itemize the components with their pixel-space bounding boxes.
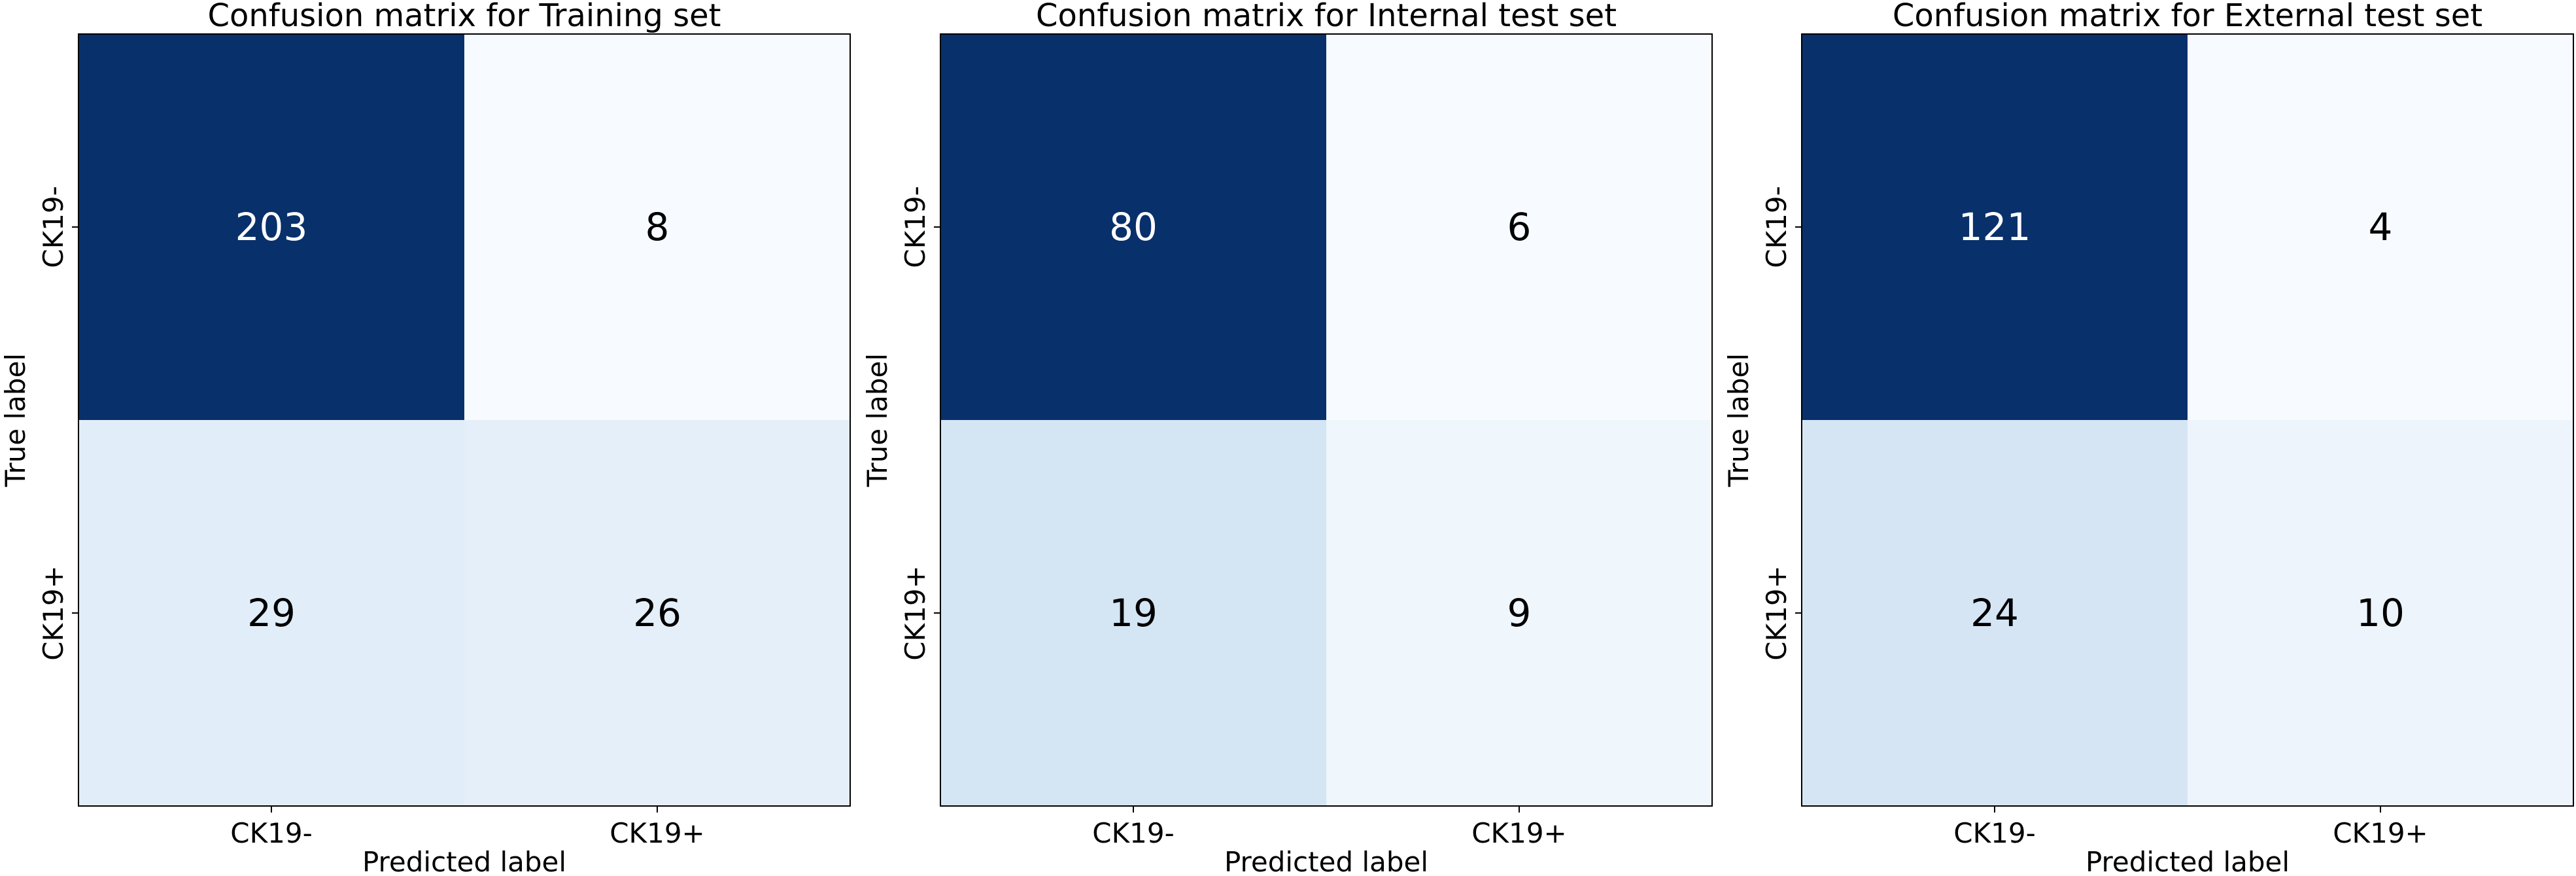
heatmap-cell <box>464 34 850 420</box>
heatmap-cell <box>464 420 850 806</box>
y-tick-label: CK19- <box>899 186 931 268</box>
cell-value-label: 9 <box>1507 591 1532 635</box>
heatmap-cell <box>78 420 464 806</box>
x-tick-label: CK19+ <box>610 817 705 849</box>
cell-value-label: 203 <box>235 205 308 249</box>
plot-frame <box>940 33 1713 807</box>
x-tick-label: CK19- <box>1953 817 2035 849</box>
cell-value-label: 4 <box>2369 205 2393 249</box>
plot-frame <box>78 33 851 807</box>
cell-value-label: 26 <box>633 591 681 635</box>
y-tick-label: CK19+ <box>37 565 69 661</box>
heatmap-cell <box>940 420 1326 806</box>
confusion-matrix-panel: 121 4 24 10 Confusion matrix for External te… <box>1723 0 2574 876</box>
heatmap-cell <box>1326 420 1712 806</box>
confusion-matrix-panel: 80 6 19 9 Confusion matrix for Internal test… <box>861 0 1713 876</box>
x-tick-label: CK19+ <box>2333 817 2428 849</box>
x-axis-label: Predicted label <box>362 846 566 876</box>
heatmap-cell <box>2188 34 2573 420</box>
x-tick-label: CK19+ <box>1471 817 1567 849</box>
cell-value-label: 6 <box>1507 205 1532 249</box>
x-tick-label: CK19- <box>1092 817 1174 849</box>
chart-title: Confusion matrix for External test set <box>1893 0 2482 34</box>
confusion-matrix-panel: 203 8 29 26 Confusion matrix for Training se… <box>0 0 851 876</box>
heatmap-cell <box>1326 34 1712 420</box>
heatmap-cell <box>1802 420 2188 806</box>
cell-value-label: 24 <box>1970 591 2019 635</box>
y-tick-label: CK19+ <box>1760 565 1793 661</box>
cell-value-label: 10 <box>2356 591 2405 635</box>
heatmap-cell <box>78 34 464 420</box>
y-axis-label: True label <box>861 353 893 487</box>
heatmap-cell <box>1802 34 2188 420</box>
chart-title: Confusion matrix for Training set <box>207 0 721 34</box>
y-axis-label: True label <box>1723 353 1755 487</box>
y-axis-label: True label <box>0 353 31 487</box>
cell-value-label: 80 <box>1109 205 1158 249</box>
cell-value-label: 29 <box>247 591 296 635</box>
heatmap-cell <box>2188 420 2573 806</box>
chart-title: Confusion matrix for Internal test set <box>1036 0 1617 34</box>
y-tick-label: CK19+ <box>899 565 931 661</box>
heatmap-cell <box>940 34 1326 420</box>
x-tick-label: CK19- <box>230 817 312 849</box>
cell-value-label: 121 <box>1959 205 2031 249</box>
plot-frame <box>1801 33 2574 807</box>
y-tick-label: CK19- <box>1760 186 1793 268</box>
x-axis-label: Predicted label <box>2086 846 2290 876</box>
cell-value-label: 19 <box>1109 591 1158 635</box>
cell-value-label: 8 <box>645 205 670 249</box>
y-tick-label: CK19- <box>37 186 69 268</box>
x-axis-label: Predicted label <box>1224 846 1428 876</box>
